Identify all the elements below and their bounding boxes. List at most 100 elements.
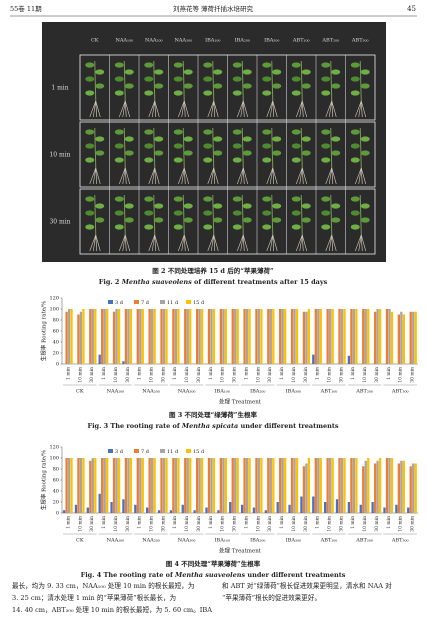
bar (248, 458, 251, 513)
y-tick-label: 0 (56, 362, 59, 368)
bar (210, 309, 213, 364)
plant-root (183, 167, 190, 185)
bar (255, 309, 258, 364)
plant-root (354, 234, 362, 252)
x-tick-label: 1 min (350, 367, 356, 380)
plant-leaf (173, 76, 183, 82)
legend-swatch (108, 300, 113, 304)
plant-leaf (301, 69, 311, 75)
bar (79, 458, 83, 513)
x-tick-label: 30 min (303, 367, 309, 383)
bar (219, 309, 223, 364)
bar (151, 458, 154, 513)
bar (245, 458, 249, 513)
plant-leaf (203, 62, 213, 68)
plant-leaf (114, 76, 124, 82)
bar (67, 458, 71, 513)
plant-leaf (360, 150, 370, 156)
plant-leaf (262, 157, 272, 163)
bar (300, 496, 303, 513)
plant-leaf (173, 129, 183, 135)
plant-root (242, 234, 245, 252)
legend-swatch (186, 449, 191, 453)
x-tick-label: 30 min (338, 367, 344, 383)
bar (385, 309, 389, 364)
plant-root (124, 234, 131, 252)
caption-cn: 图 2 不同处理培养 15 d 后的“苹果薄荷” (152, 266, 274, 275)
bar (181, 504, 184, 513)
plant-leaf (242, 203, 252, 209)
plant-leaf (321, 90, 331, 96)
plant-leaf (154, 203, 164, 209)
plant-root (207, 100, 215, 118)
bar (91, 458, 94, 513)
plant-leaf (350, 210, 360, 216)
bar (414, 311, 417, 364)
x-tick-label: 1 min (137, 516, 143, 529)
plant-root (148, 100, 156, 118)
plant-leaf (232, 129, 242, 135)
x-tick-label: 1 min (172, 367, 178, 380)
plant-leaf (262, 129, 272, 135)
x-tick-label: 1 min (315, 367, 321, 380)
bar (295, 309, 299, 364)
bar (347, 502, 351, 513)
bar (367, 458, 370, 513)
bar (307, 309, 311, 364)
plant-leaf (144, 76, 154, 82)
plant-leaf (232, 157, 242, 163)
x-tick-label: 30 min (267, 367, 273, 383)
x-tick-label: 10 min (220, 367, 226, 383)
plant-leaf (213, 69, 223, 75)
bar (195, 458, 199, 513)
plant-root (95, 234, 101, 252)
header-left: 55卷 11期 (10, 4, 42, 13)
plant-leaf (124, 217, 134, 223)
plant-stem (359, 60, 362, 102)
plant-root (122, 234, 126, 252)
x-tick-label: 1 min (386, 516, 392, 529)
group-label: ABT₃₀₀ (391, 538, 409, 544)
plant-root (210, 100, 215, 118)
plant-leaf (321, 224, 331, 230)
plant-root (181, 234, 185, 252)
plant-leaf (301, 136, 311, 142)
group-label: IBA₁₀₀ (215, 538, 230, 544)
plant-stem (182, 60, 185, 102)
x-tick-label: 1 min (208, 367, 214, 380)
group-label: NAA₂₀₀ (142, 538, 160, 544)
x-tick-label: 10 min (77, 367, 83, 383)
plant-leaf (85, 224, 95, 230)
plant-leaf (232, 62, 242, 68)
legend-swatch (160, 449, 165, 453)
bar (388, 309, 391, 364)
plant-leaf (114, 196, 124, 202)
bar (324, 502, 327, 513)
plant-leaf (154, 83, 164, 89)
bar (94, 458, 97, 513)
plant-leaf (213, 203, 223, 209)
bar (94, 309, 97, 364)
plant-leaf (232, 224, 242, 230)
plant-root (177, 100, 185, 118)
group-label: CK (76, 538, 84, 544)
bar (331, 309, 334, 364)
bar (385, 458, 389, 513)
plant-root (154, 234, 160, 252)
plant-root (124, 100, 127, 118)
row-label: 30 min (49, 219, 70, 226)
plant-root (236, 167, 244, 185)
plant-root (360, 100, 363, 118)
plant-root (266, 234, 274, 252)
x-tick-label: 10 min (362, 367, 368, 383)
caption-en-part: of different treatments after 15 days (192, 278, 328, 286)
y-tick-label: 0 (56, 511, 59, 517)
plant-leaf (203, 90, 213, 96)
bar (160, 458, 163, 513)
bar (390, 458, 394, 513)
bar (317, 309, 320, 364)
plant-root (177, 167, 185, 185)
plant-root (210, 234, 215, 252)
bar (378, 458, 382, 513)
plant-leaf (144, 90, 154, 96)
